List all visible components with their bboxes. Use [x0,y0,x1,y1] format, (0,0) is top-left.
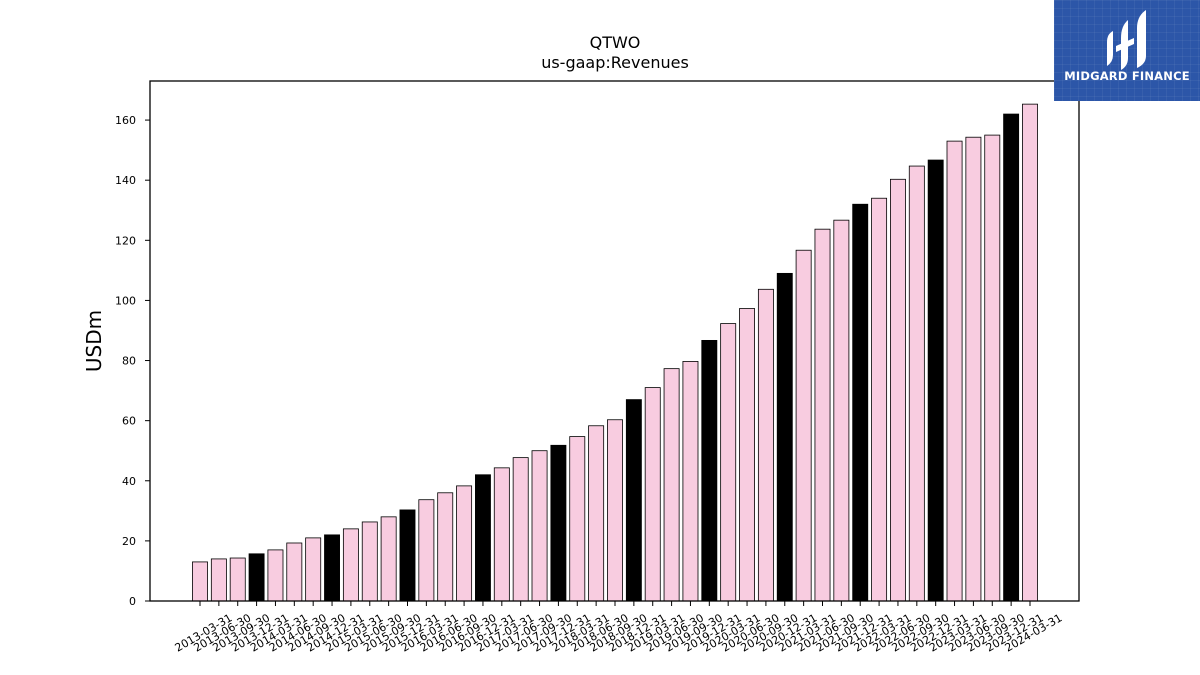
bar-2018-03-31 [569,436,586,602]
bar-2019-09-30 [682,361,699,602]
y-tick-label: 120 [115,234,136,247]
bar-2022-12-31 [927,159,944,602]
bar-2013-09-30 [229,557,246,602]
bar-2014-06-30 [286,542,303,602]
bar-2022-06-30 [890,178,906,602]
bar-2015-09-30 [380,516,397,602]
bar-2013-03-31 [192,561,208,602]
bar-2016-03-31 [418,499,435,602]
bar-2015-12-31 [399,509,416,602]
bar-2020-03-31 [720,323,737,602]
bar-2017-03-31 [493,467,510,602]
chart-title: QTWO [590,33,641,52]
bar-2014-12-31 [324,534,340,602]
bar-2020-12-31 [776,272,793,602]
bar-2020-06-30 [739,308,755,602]
y-tick-label: 80 [122,355,136,368]
midgard-logo: MIDGARD FINANCE [1054,0,1200,101]
bar-2015-06-30 [361,521,378,602]
bar-2019-06-30 [663,368,680,602]
bar-2016-09-30 [456,485,473,602]
x-axis-ticks: 2013-03-312013-06-302013-09-302013-12-31… [173,601,1065,655]
bar-2015-03-31 [342,528,359,602]
bar-2023-03-31 [946,140,963,602]
bar-2013-06-30 [210,558,227,602]
bar-2023-06-30 [965,136,982,602]
bar-2017-09-30 [531,450,548,602]
y-axis-ticks: 0 20 40 60 80 100 120 140 160 [115,114,150,608]
bar-2019-12-31 [701,339,718,602]
logo-wordmark: MIDGARD FINANCE [1064,69,1190,83]
bar-2018-06-30 [588,425,605,602]
y-tick-label: 160 [115,114,136,127]
bar-2018-12-31 [625,399,642,602]
y-tick-label: 100 [115,294,136,307]
bar-2016-12-31 [475,474,491,602]
bar-2021-09-30 [833,219,850,602]
chart-subtitle: us-gaap:Revenues [541,53,689,72]
bar-2014-09-30 [305,537,322,602]
y-tick-label: 20 [122,535,136,548]
y-tick-label: 0 [129,595,136,608]
bar-2024-03-31 [1022,103,1038,602]
bar-2023-09-30 [984,134,1001,602]
bar-2020-09-30 [757,288,774,602]
bar-2017-06-30 [512,457,529,602]
bar-2017-12-31 [550,444,567,602]
bar-2014-03-31 [267,549,284,602]
bar-2023-12-31 [1003,113,1020,602]
bar-2018-09-30 [607,419,623,602]
bars-group [192,103,1038,602]
bar-2021-12-31 [852,203,869,602]
y-tick-label: 60 [122,415,136,428]
bar-2021-06-30 [814,228,831,602]
bar-2021-03-31 [795,249,812,602]
bar-2019-03-31 [644,387,661,602]
bar-2013-12-31 [248,553,265,602]
bar-2016-06-30 [437,492,454,602]
y-axis-label: USDm [82,310,106,372]
midgard-logo-icon [1107,10,1146,70]
bar-2022-09-30 [908,165,925,602]
y-tick-label: 140 [115,174,136,187]
bar-2022-03-31 [871,197,888,602]
plot-frame [149,80,1080,602]
y-tick-label: 40 [122,475,136,488]
